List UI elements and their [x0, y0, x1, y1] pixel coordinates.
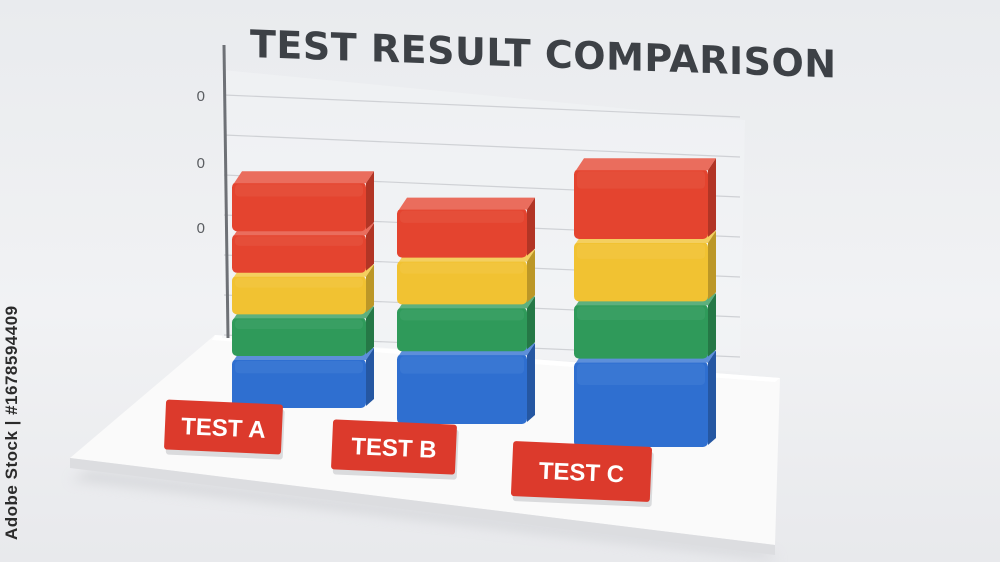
bar-segment	[232, 171, 374, 232]
bar-segment	[232, 306, 374, 356]
y-axis-line	[222, 44, 230, 339]
bar-segment	[574, 231, 716, 302]
category-label: TEST B	[331, 419, 459, 480]
bar-segment	[574, 293, 716, 359]
y-tick-label: 0	[197, 220, 205, 237]
y-tick-label: 0	[197, 155, 205, 172]
category-labels: TEST A TEST B TEST C	[164, 399, 654, 507]
bar-segment	[397, 249, 535, 305]
bar-segment	[397, 197, 535, 258]
bars	[232, 158, 716, 447]
category-label: TEST A	[164, 399, 285, 460]
gridline	[223, 94, 741, 118]
bar-segment	[574, 158, 716, 239]
bar-segment	[397, 296, 535, 352]
gridline	[223, 134, 741, 158]
category-label-text: TEST A	[181, 413, 267, 444]
category-label-text: TEST C	[538, 458, 624, 489]
bar-segment	[397, 343, 535, 424]
y-tick-label: 0	[197, 88, 205, 105]
bar-segment	[232, 348, 374, 408]
category-label: TEST C	[510, 441, 654, 507]
bar-segment	[574, 350, 716, 447]
y-axis: 0 0 0	[197, 44, 230, 339]
category-label-text: TEST B	[351, 433, 437, 464]
